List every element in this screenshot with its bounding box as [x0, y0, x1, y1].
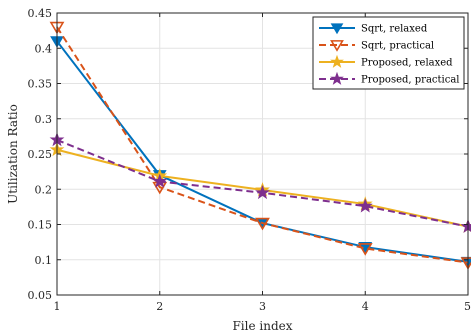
series-4: [49, 132, 471, 233]
data-point-marker: [255, 184, 270, 200]
axis-ticks: 0.05 0.1 0.15 0.2 0.25 0.3 0.35 0.4 0.45 1 2 3 4 5: [28, 7, 471, 313]
y-tick-label: 0.35: [28, 78, 53, 91]
legend-entry: Sqrt, relaxed: [319, 23, 428, 35]
legend-label: Sqrt, relaxed: [361, 24, 428, 35]
legend-label: Proposed, practical: [361, 75, 459, 86]
y-tick-label: 0.15: [28, 219, 53, 232]
x-tick-label: 5: [464, 300, 471, 313]
x-tick-label: 4: [362, 300, 369, 313]
data-point-marker: [330, 40, 344, 52]
legend-label: Proposed, relaxed: [361, 58, 453, 69]
series-line: [56, 26, 469, 264]
data-point-marker: [330, 23, 344, 35]
x-tick-label: 3: [259, 300, 266, 313]
legend-label: Sqrt, practical: [361, 41, 434, 52]
y-axis-label: Utilization Ratio: [6, 104, 20, 204]
y-tick-label: 0.3: [35, 113, 53, 126]
legend-entry: Proposed, relaxed: [319, 54, 453, 69]
x-axis-label: File index: [232, 319, 292, 333]
y-tick-label: 0.4: [35, 42, 53, 55]
y-tick-label: 0.45: [28, 7, 53, 20]
data-point-marker: [357, 243, 373, 256]
y-tick-label: 0.2: [35, 183, 53, 196]
y-tick-label: 0.05: [28, 289, 53, 302]
y-tick-label: 0.1: [35, 254, 53, 267]
x-tick-label: 1: [54, 300, 61, 313]
y-tick-label: 0.25: [28, 148, 53, 161]
x-tick-label: 2: [156, 300, 163, 313]
data-point-marker: [460, 218, 471, 233]
data-point-marker: [255, 217, 270, 231]
legend-entry: Proposed, practical: [319, 71, 459, 86]
data-point-marker: [330, 71, 344, 85]
data-point-marker: [152, 173, 168, 188]
legend-entry: Sqrt, practical: [319, 40, 434, 52]
legend: Sqrt, relaxed Sqrt, practical Proposed, re…: [312, 16, 465, 90]
data-point-marker: [357, 198, 373, 213]
data-point-marker: [330, 54, 344, 68]
